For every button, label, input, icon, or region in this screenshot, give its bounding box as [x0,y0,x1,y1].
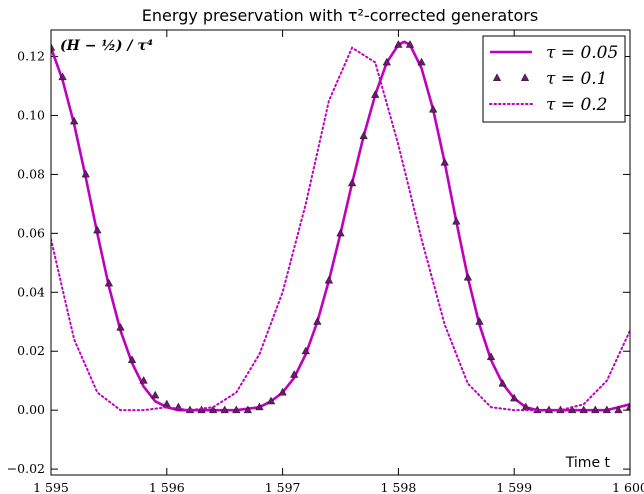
y-tick-label: 0.00 [17,402,45,417]
data-point [151,390,160,399]
data-point [209,405,218,414]
x-axis-label: Time t [565,455,611,471]
plot-frame [50,29,631,476]
data-point [498,379,507,387]
y-tick-label: 0.08 [17,166,45,181]
legend-box [482,35,626,123]
data-point [301,346,310,355]
data-point [232,405,241,414]
data-point [116,323,125,331]
data-point [127,355,137,363]
legend: τ = 0.05 τ = 0.1 τ = 0.2 [482,35,626,123]
y-tick-label: 0.02 [17,343,45,358]
data-point [162,399,171,408]
data-point [255,402,264,411]
data-point [579,405,588,414]
data-point [278,387,287,396]
data-point [174,402,183,411]
data-point [591,405,600,414]
data-point [625,402,630,411]
data-point [58,72,67,81]
data-point [602,405,611,414]
data-point [486,352,496,361]
series-line-2 [51,46,630,412]
y-tick-label: 0.12 [17,49,45,64]
data-point [81,169,90,178]
data-point [359,131,368,140]
data-point [290,370,299,378]
data-point [394,40,403,48]
x-tick-label: 1 596 [149,480,185,494]
data-point [371,90,380,98]
data-point [382,57,391,66]
y-tick-label: 0.10 [17,107,45,122]
data-point [93,225,102,234]
y-tick-label: 0.06 [17,225,45,240]
data-point [510,393,519,402]
data-point [417,57,426,66]
data-point [220,405,229,414]
data-point [463,272,472,281]
data-point [243,405,252,414]
x-tick-label: 1 598 [381,480,417,494]
series-layer [51,40,630,414]
legend-marker [520,73,530,81]
data-point [104,278,114,287]
data-point [51,43,56,51]
data-point [567,405,577,414]
y-tick-label: −0.02 [7,461,45,476]
data-point [614,405,623,414]
x-tick-label: 1 600 [612,480,644,494]
chart-title: Energy preservation with τ²-corrected ge… [142,6,538,25]
data-point [324,275,334,284]
data-point [313,317,322,325]
x-tick-label: 1 599 [496,480,532,494]
data-point [70,116,79,125]
x-tick-label: 1 595 [33,480,69,494]
data-point [452,216,461,225]
y-tick-label: 0.04 [17,284,45,299]
legend-marker [492,73,502,81]
data-point [429,104,438,113]
y-annotation: (H − ½) / τ⁴ [60,38,153,54]
series-line-0 [51,40,630,412]
data-point [139,376,148,384]
x-tick-label: 1 597 [265,480,301,494]
legend-label: τ = 0.2 [546,95,608,115]
data-point [440,157,449,166]
legend-label: τ = 0.05 [546,43,618,63]
data-point [475,317,484,325]
data-point [347,178,357,187]
data-point [405,40,415,48]
legend-label: τ = 0.1 [546,69,608,89]
data-point [336,228,345,237]
data-point [266,396,276,405]
tick-labels: 1 595 1 596 1 597 1 598 1 599 1 600 −0.02 0.00 0… [7,49,644,494]
